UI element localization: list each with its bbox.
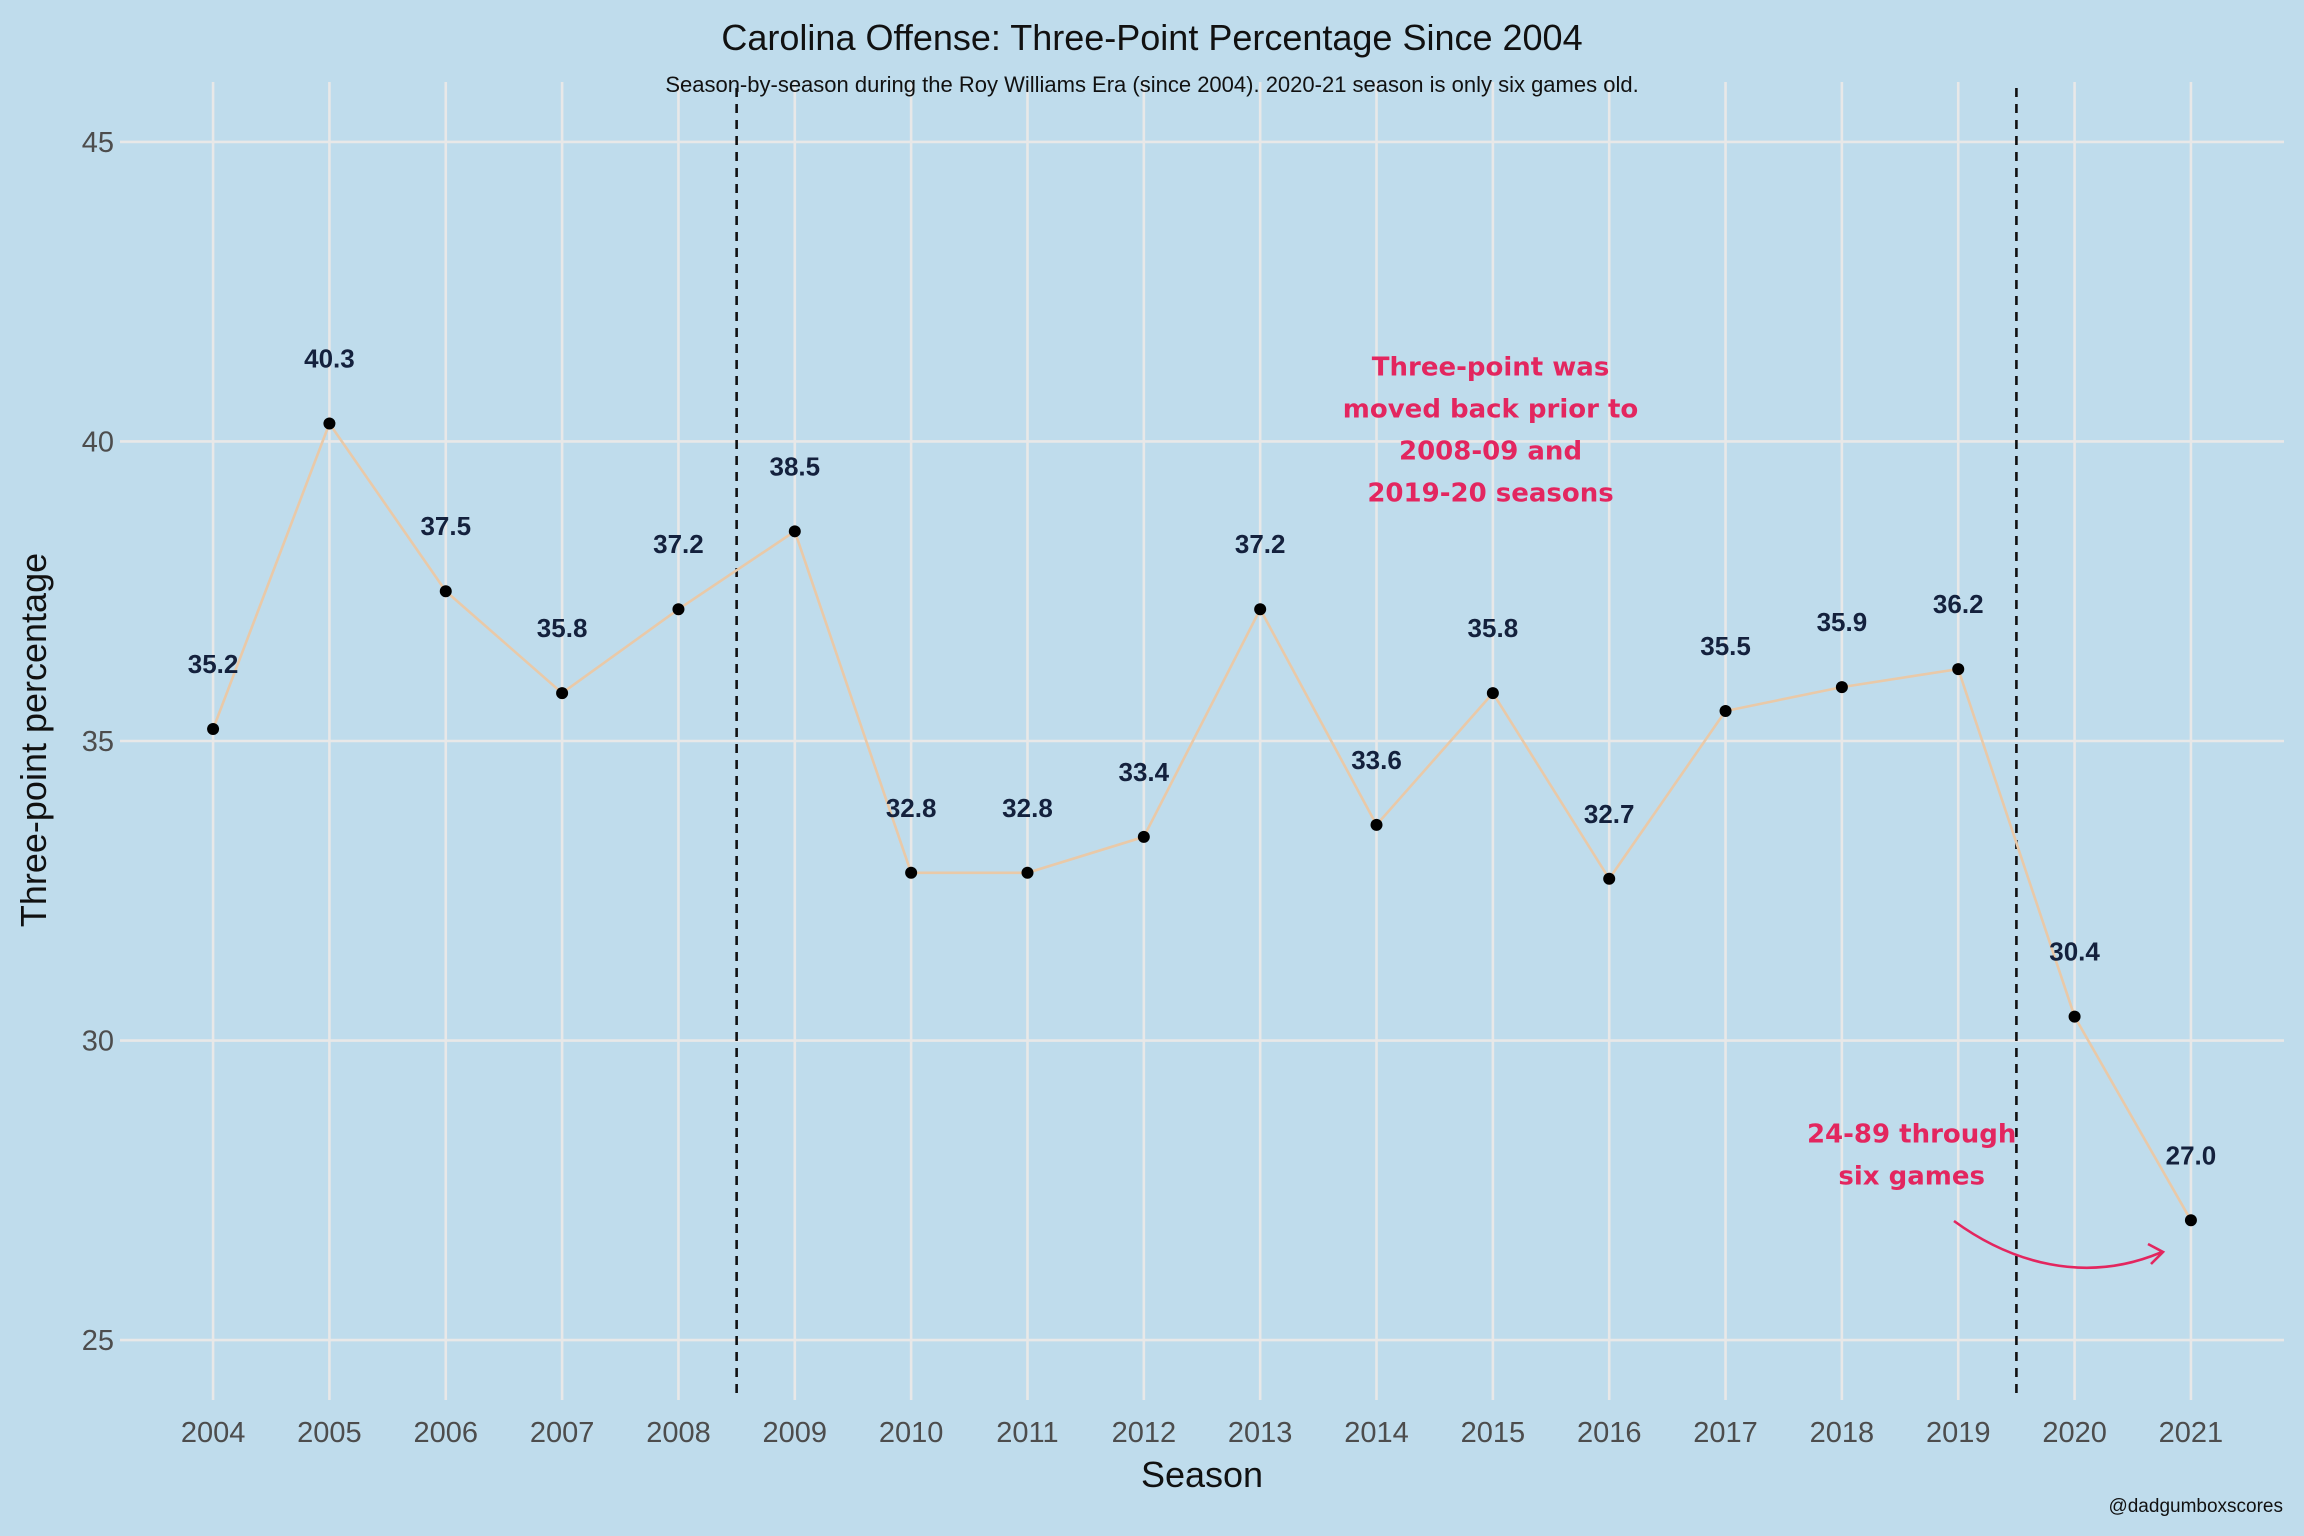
annotation-text: six games <box>1838 1161 1985 1191</box>
data-label: 37.2 <box>1235 529 1286 559</box>
data-point <box>1137 830 1150 843</box>
x-tick-label: 2004 <box>181 1417 246 1449</box>
annotation-text: 24-89 through <box>1807 1119 2016 1149</box>
data-label: 27.0 <box>2166 1140 2217 1170</box>
data-point <box>1835 681 1848 694</box>
series-line <box>211 420 2193 1221</box>
x-tick-labels: 2004 2005 2006 2007 2008 2009 2010 2011 2012 2013… <box>181 1417 2223 1449</box>
chart-title: Carolina Offense: Three-Point Percentage… <box>721 17 1582 58</box>
data-point <box>207 723 220 736</box>
data-point <box>556 687 569 700</box>
x-tick-label: 2019 <box>1926 1417 1991 1449</box>
data-point <box>1021 866 1034 879</box>
annotation-text: 2019-20 seasons <box>1367 479 1613 509</box>
annotation-arrow-head <box>2147 1242 2166 1265</box>
y-axis-title: Three-point percentage <box>13 553 54 927</box>
annotation-text: Three-point was <box>1372 353 1610 383</box>
y-tick-label: 25 <box>82 1325 114 1357</box>
data-label: 35.8 <box>537 613 588 643</box>
x-tick-label: 2021 <box>2159 1417 2224 1449</box>
data-points <box>207 417 2197 1227</box>
data-point <box>323 417 336 430</box>
annotation-text: moved back prior to <box>1343 395 1638 425</box>
data-label: 33.6 <box>1351 745 1402 775</box>
data-label: 35.8 <box>1468 613 1519 643</box>
data-point <box>1603 872 1616 885</box>
annotations: Three-point was moved back prior to 2008-0… <box>1343 353 2017 1192</box>
x-tick-label: 2010 <box>879 1417 944 1449</box>
y-tick-labels: 25 30 35 40 45 <box>82 127 114 1357</box>
x-axis-title: Season <box>1141 1454 1263 1495</box>
x-tick-label: 2017 <box>1693 1417 1758 1449</box>
x-tick-label: 2009 <box>763 1417 828 1449</box>
data-point <box>439 585 452 598</box>
data-labels: 35.2 40.3 37.5 35.8 37.2 38.5 32.8 32.8 33.4 37.2… <box>188 343 2216 1170</box>
x-tick-label: 2014 <box>1344 1417 1409 1449</box>
data-point <box>1370 818 1383 831</box>
data-label: 38.5 <box>769 451 820 481</box>
y-tick-label: 45 <box>82 127 114 159</box>
data-label: 32.7 <box>1584 799 1635 829</box>
data-label: 35.5 <box>1700 631 1751 661</box>
data-label: 35.9 <box>1817 607 1868 637</box>
x-tick-label: 2020 <box>2042 1417 2107 1449</box>
y-gridlines <box>120 140 2284 1342</box>
x-tick-label: 2007 <box>530 1417 595 1449</box>
data-label: 37.2 <box>653 529 704 559</box>
data-label: 36.2 <box>1933 589 1984 619</box>
annotation-text: 2008-09 and <box>1399 437 1582 467</box>
data-label: 33.4 <box>1119 757 1170 787</box>
x-tick-label: 2008 <box>646 1417 711 1449</box>
x-tick-label: 2006 <box>414 1417 479 1449</box>
data-point <box>1254 603 1267 616</box>
x-tick-label: 2011 <box>996 1417 1058 1449</box>
annotation-arrow <box>1953 1219 2163 1269</box>
chart-subtitle: Season-by-season during the Roy Williams… <box>665 72 1638 97</box>
y-tick-label: 35 <box>82 726 114 758</box>
data-point <box>905 866 918 879</box>
caption: @dadgumboxscores <box>2108 1496 2283 1517</box>
data-point <box>788 525 801 538</box>
data-label: 35.2 <box>188 649 239 679</box>
x-tick-label: 2012 <box>1112 1417 1177 1449</box>
data-point <box>1952 663 1965 676</box>
reference-lines <box>735 88 2018 1400</box>
data-point <box>1719 705 1732 718</box>
data-label: 40.3 <box>304 343 355 373</box>
data-label: 32.8 <box>886 793 937 823</box>
data-point <box>672 603 685 616</box>
x-tick-label: 2018 <box>1810 1417 1875 1449</box>
data-label: 30.4 <box>2049 937 2100 967</box>
data-label: 32.8 <box>1002 793 1053 823</box>
data-point <box>2068 1010 2081 1023</box>
x-tick-label: 2015 <box>1461 1417 1526 1449</box>
x-tick-label: 2016 <box>1577 1417 1642 1449</box>
x-gridlines <box>211 82 2193 1400</box>
data-point <box>2184 1214 2197 1227</box>
y-tick-label: 40 <box>82 426 114 458</box>
y-tick-label: 30 <box>82 1026 114 1058</box>
data-point <box>1486 687 1499 700</box>
x-tick-label: 2005 <box>297 1417 362 1449</box>
x-tick-label: 2013 <box>1228 1417 1293 1449</box>
data-label: 37.5 <box>420 511 471 541</box>
